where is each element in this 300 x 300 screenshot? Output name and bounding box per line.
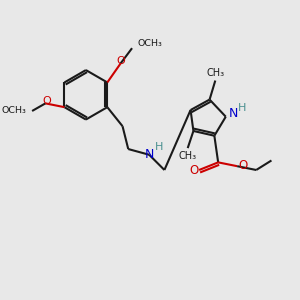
Text: O: O [238,159,248,172]
Text: O: O [190,164,199,177]
Text: O: O [42,95,51,106]
Text: OCH₃: OCH₃ [2,106,26,116]
Text: H: H [238,103,246,113]
Text: N: N [145,148,154,161]
Text: CH₃: CH₃ [178,151,197,161]
Text: OCH₃: OCH₃ [138,39,163,48]
Text: CH₃: CH₃ [206,68,224,78]
Text: N: N [229,107,238,120]
Text: O: O [116,56,125,67]
Text: H: H [154,142,163,152]
